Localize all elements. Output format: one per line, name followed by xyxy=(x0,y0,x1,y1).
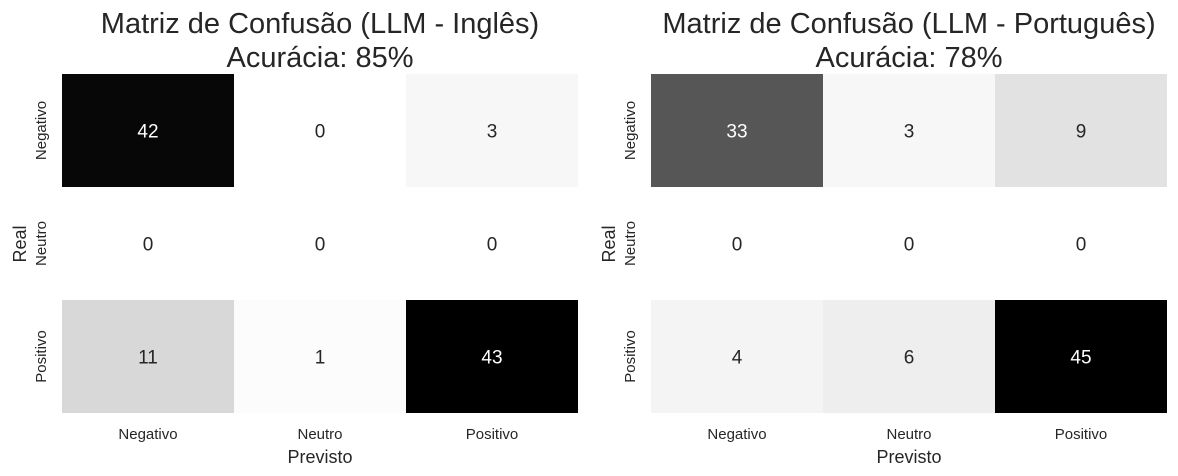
x-tick-label: Neutro xyxy=(886,426,931,443)
confusion-matrix-english: Matriz de Confusão (LLM - Inglês) Acurác… xyxy=(10,8,578,467)
heatmap-cell xyxy=(995,300,1167,413)
y-axis-label: Real xyxy=(599,225,619,262)
y-tick-label: Neutro xyxy=(33,221,50,266)
y-tick-label: Negativo xyxy=(622,101,639,160)
chart-title-line1: Matriz de Confusão (LLM - Português) xyxy=(662,8,1155,40)
x-tick-labels: Negativo Neutro Positivo xyxy=(118,426,518,443)
heatmap-cell xyxy=(823,187,995,300)
cell-value-label: 0 xyxy=(315,122,326,143)
cell-value-label: 11 xyxy=(138,348,158,369)
chart-title-line1: Matriz de Confusão (LLM - Inglês) xyxy=(101,8,539,40)
cell-value-label: 42 xyxy=(137,122,158,143)
cell-value-label: 1 xyxy=(315,348,326,369)
x-tick-label: Negativo xyxy=(707,426,766,443)
cell-value-label: 0 xyxy=(732,235,743,256)
heatmap-cell xyxy=(651,74,823,187)
cell-value-label: 0 xyxy=(904,235,915,256)
heatmap-cell xyxy=(823,74,995,187)
heatmap-cell xyxy=(234,187,406,300)
heatmap-cell xyxy=(995,74,1167,187)
y-tick-label: Positivo xyxy=(622,330,639,383)
heatmap-cell xyxy=(406,300,578,413)
x-axis-label: Previsto xyxy=(287,447,352,467)
heatmap-cell xyxy=(651,300,823,413)
chart-title-line2: Acurácia: 85% xyxy=(227,42,414,74)
heatmap-cell xyxy=(234,300,406,413)
cell-value-label: 6 xyxy=(904,348,915,369)
heatmap-cell xyxy=(651,187,823,300)
y-tick-label: Neutro xyxy=(622,221,639,266)
y-tick-label: Positivo xyxy=(33,330,50,383)
heatmap-cell xyxy=(995,187,1167,300)
heatmap-cell xyxy=(234,74,406,187)
cell-value-label: 45 xyxy=(1070,348,1091,369)
cell-value-label: 0 xyxy=(315,235,326,256)
y-tick-labels: Negativo Neutro Positivo xyxy=(33,101,50,383)
heatmap-cell xyxy=(406,74,578,187)
cell-value-label: 0 xyxy=(143,235,154,256)
x-tick-labels: Negativo Neutro Positivo xyxy=(707,426,1107,443)
cell-value-label: 3 xyxy=(487,122,498,143)
cell-value-label: 33 xyxy=(726,122,747,143)
heatmap-cell xyxy=(62,300,234,413)
x-tick-label: Positivo xyxy=(1055,426,1108,443)
heatmap-cell xyxy=(823,300,995,413)
x-axis-label: Previsto xyxy=(876,447,941,467)
cell-value-label: 0 xyxy=(1076,235,1087,256)
heatmap-cell xyxy=(406,187,578,300)
heatmap-cell xyxy=(62,74,234,187)
heatmap-cells: 42 0 30 0 011 1 43 xyxy=(62,74,578,413)
cell-value-label: 0 xyxy=(487,235,498,256)
y-tick-label: Negativo xyxy=(33,101,50,160)
heatmap-cell xyxy=(62,187,234,300)
x-tick-label: Positivo xyxy=(466,426,519,443)
x-tick-label: Negativo xyxy=(118,426,177,443)
y-tick-labels: Negativo Neutro Positivo xyxy=(622,101,639,383)
heatmap-cells: 33 3 90 0 04 6 45 xyxy=(651,74,1167,413)
confusion-matrix-portuguese: Matriz de Confusão (LLM - Português) Acu… xyxy=(599,8,1167,467)
chart-title-line2: Acurácia: 78% xyxy=(816,42,1003,74)
cell-value-label: 4 xyxy=(732,348,743,369)
cell-value-label: 43 xyxy=(481,348,502,369)
cell-value-label: 3 xyxy=(904,122,915,143)
y-axis-label: Real xyxy=(10,225,30,262)
cell-value-label: 9 xyxy=(1076,122,1087,143)
x-tick-label: Neutro xyxy=(297,426,342,443)
